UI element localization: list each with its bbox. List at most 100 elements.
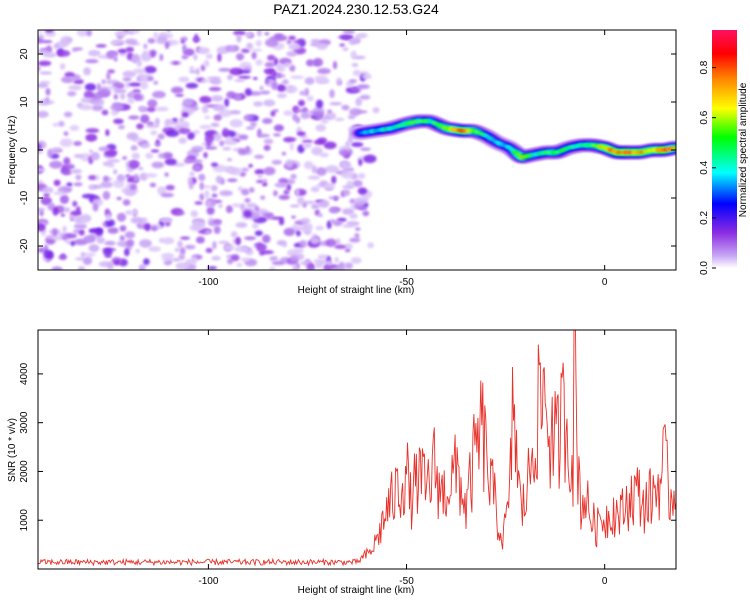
noise-blob bbox=[267, 54, 276, 61]
noise-blob bbox=[38, 179, 44, 184]
noise-blob bbox=[259, 85, 264, 91]
noise-blob bbox=[58, 254, 68, 260]
noise-blob bbox=[150, 130, 158, 136]
noise-blob bbox=[250, 121, 257, 128]
noise-blob bbox=[63, 157, 71, 166]
noise-blob bbox=[147, 76, 154, 81]
noise-blob bbox=[355, 97, 363, 107]
noise-blob bbox=[119, 235, 126, 241]
noise-blob bbox=[283, 136, 296, 143]
noise-blob bbox=[302, 222, 313, 232]
noise-blob bbox=[146, 106, 156, 113]
noise-blob bbox=[283, 227, 295, 237]
noise-blob bbox=[319, 152, 329, 158]
noise-blob bbox=[38, 143, 42, 151]
noise-blob bbox=[206, 206, 215, 215]
noise-blob bbox=[162, 257, 174, 262]
noise-blob bbox=[184, 261, 189, 269]
noise-blob bbox=[150, 149, 160, 153]
noise-blob bbox=[256, 30, 262, 37]
snr-panel: -100 -50 0 1000 2000 3000 4000 Height of stra… bbox=[7, 329, 677, 596]
noise-blob bbox=[38, 247, 46, 253]
noise-blob bbox=[211, 95, 224, 102]
noise-blob bbox=[59, 194, 69, 204]
noise-blob bbox=[254, 205, 260, 212]
noise-blob bbox=[289, 142, 294, 151]
noise-blob bbox=[189, 66, 195, 70]
noise-blob bbox=[304, 200, 316, 205]
signal-mark bbox=[613, 150, 616, 153]
snr-y-label: SNR (10 * v/v) bbox=[7, 418, 18, 482]
noise-blob bbox=[307, 262, 315, 270]
signal-mark bbox=[623, 151, 626, 154]
noise-blob bbox=[304, 77, 315, 85]
noise-blob bbox=[345, 140, 351, 148]
noise-blob bbox=[83, 67, 91, 76]
noise-blob bbox=[213, 219, 222, 224]
snr-x-label: Height of straight line (km) bbox=[298, 585, 415, 596]
noise-blob bbox=[218, 109, 232, 118]
noise-blob bbox=[188, 180, 194, 190]
noise-blob bbox=[39, 71, 53, 75]
noise-blob bbox=[240, 257, 250, 262]
x-tick-label: 0 bbox=[602, 576, 608, 587]
noise-blob bbox=[349, 237, 361, 243]
noise-blob bbox=[281, 79, 289, 85]
snr-series-line bbox=[38, 330, 676, 567]
noise-blob bbox=[130, 217, 144, 224]
noise-blob bbox=[312, 57, 324, 67]
noise-blob bbox=[38, 37, 43, 44]
signal-mark bbox=[543, 151, 547, 154]
noise-blob bbox=[328, 196, 341, 200]
spectrogram-x-label: Height of straight line (km) bbox=[298, 285, 415, 296]
signal-mark bbox=[587, 144, 591, 147]
signal-mark bbox=[430, 121, 434, 123]
figure-title: PAZ1.2024.230.12.53.G24 bbox=[273, 1, 439, 17]
y-tick-label: -20 bbox=[19, 238, 30, 253]
noise-blob bbox=[224, 98, 230, 107]
noise-blob bbox=[135, 248, 141, 254]
noise-blob bbox=[141, 143, 151, 149]
noise-blob bbox=[227, 178, 238, 183]
signal-mark bbox=[421, 120, 424, 123]
noise-blob bbox=[197, 47, 210, 55]
signal-mark bbox=[635, 151, 638, 154]
noise-blob bbox=[118, 174, 123, 180]
noise-blob bbox=[218, 203, 223, 209]
noise-blob bbox=[187, 132, 195, 140]
noise-blob bbox=[164, 158, 177, 166]
noise-blob bbox=[245, 126, 255, 130]
noise-blob bbox=[153, 31, 158, 39]
noise-blob bbox=[342, 30, 355, 35]
noise-blob bbox=[199, 193, 205, 201]
noise-blob bbox=[138, 166, 144, 171]
noise-blob bbox=[44, 30, 54, 33]
signal-mark bbox=[589, 144, 593, 147]
noise-blob bbox=[208, 86, 222, 92]
noise-blob bbox=[317, 254, 328, 260]
noise-blob bbox=[278, 217, 285, 226]
noise-blob bbox=[120, 92, 126, 100]
noise-blob bbox=[316, 42, 328, 50]
colorbar-tick-label: 0.8 bbox=[699, 60, 710, 74]
signal-mark bbox=[468, 129, 472, 132]
signal-mark bbox=[500, 143, 503, 146]
noise-blob bbox=[157, 186, 167, 195]
noise-blob bbox=[200, 78, 209, 83]
noise-blob bbox=[317, 68, 331, 75]
noise-blob bbox=[136, 59, 142, 67]
signal-mark bbox=[563, 148, 567, 151]
noise-blob bbox=[153, 80, 159, 85]
noise-blob bbox=[225, 135, 232, 141]
colorbar-tick-label: 0.4 bbox=[699, 160, 710, 174]
signal-mark bbox=[488, 137, 492, 139]
x-tick-label: 0 bbox=[602, 277, 608, 288]
noise-blob bbox=[334, 257, 340, 263]
noise-blob bbox=[303, 161, 314, 170]
noise-blob bbox=[106, 71, 111, 81]
noise-blob bbox=[60, 35, 73, 45]
noise-blob bbox=[327, 109, 332, 114]
colorbar-tick-label: 0.2 bbox=[699, 211, 710, 225]
noise-blob bbox=[189, 224, 203, 231]
noise-blob bbox=[244, 88, 252, 97]
